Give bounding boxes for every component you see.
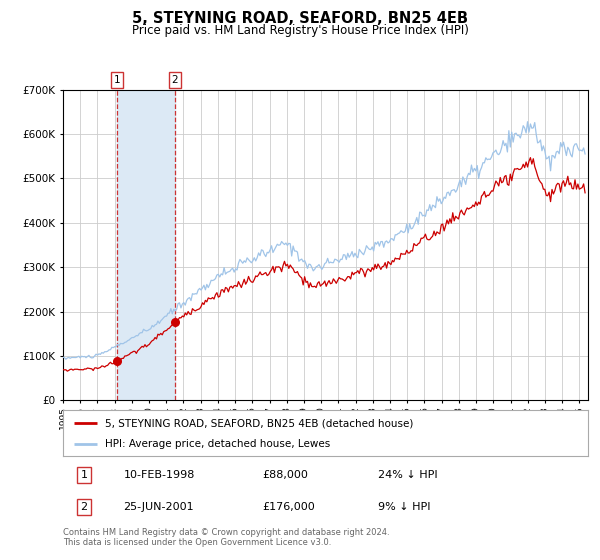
- Text: 1: 1: [113, 75, 120, 85]
- Text: 1: 1: [80, 470, 88, 480]
- Text: 5, STEYNING ROAD, SEAFORD, BN25 4EB: 5, STEYNING ROAD, SEAFORD, BN25 4EB: [132, 11, 468, 26]
- Text: 2: 2: [172, 75, 178, 85]
- Text: Price paid vs. HM Land Registry's House Price Index (HPI): Price paid vs. HM Land Registry's House …: [131, 24, 469, 36]
- Text: 25-JUN-2001: 25-JUN-2001: [124, 502, 194, 512]
- Bar: [117, 90, 175, 400]
- Text: £88,000: £88,000: [263, 470, 308, 480]
- Text: 24% ↓ HPI: 24% ↓ HPI: [378, 470, 437, 480]
- Text: Contains HM Land Registry data © Crown copyright and database right 2024.
This d: Contains HM Land Registry data © Crown c…: [63, 528, 389, 547]
- Text: £176,000: £176,000: [263, 502, 315, 512]
- Text: 2: 2: [80, 502, 88, 512]
- Point: [170, 318, 179, 326]
- Text: 5, STEYNING ROAD, SEAFORD, BN25 4EB (detached house): 5, STEYNING ROAD, SEAFORD, BN25 4EB (det…: [105, 418, 413, 428]
- Point: [112, 357, 122, 366]
- Text: 10-FEB-1998: 10-FEB-1998: [124, 470, 195, 480]
- Text: HPI: Average price, detached house, Lewes: HPI: Average price, detached house, Lewe…: [105, 438, 330, 449]
- Text: 9% ↓ HPI: 9% ↓ HPI: [378, 502, 431, 512]
